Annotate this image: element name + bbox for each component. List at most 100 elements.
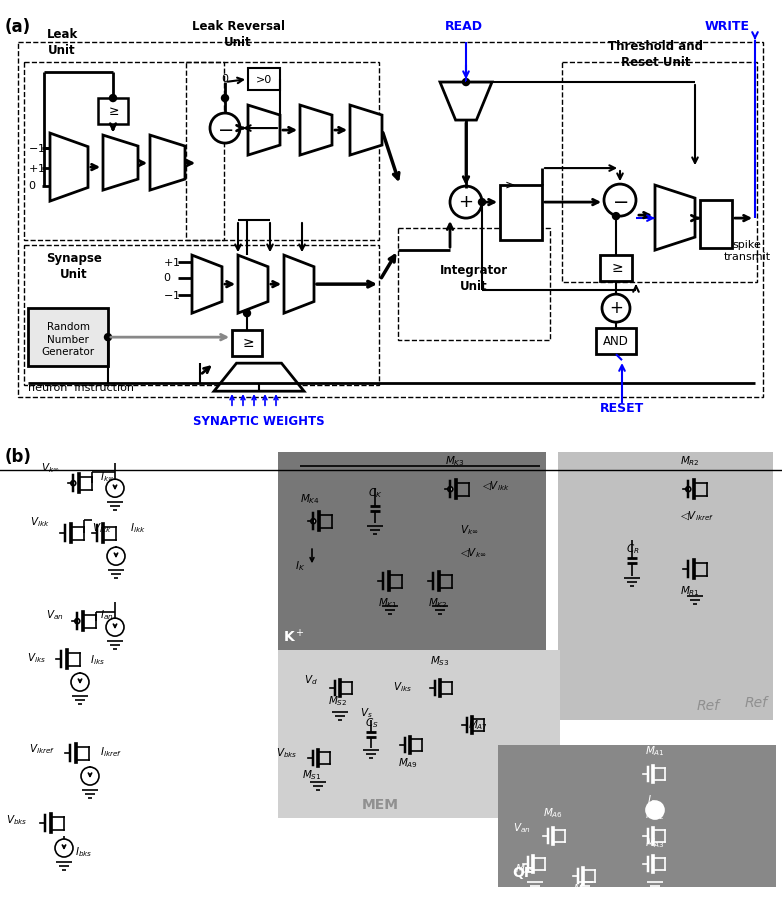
Text: $+$1: $+$1 — [28, 162, 45, 174]
Text: $I_{k\infty}$: $I_{k\infty}$ — [100, 470, 114, 484]
Polygon shape — [192, 255, 222, 313]
Text: $I_{lkref}$: $I_{lkref}$ — [100, 745, 122, 759]
Text: WRITE: WRITE — [705, 20, 750, 33]
Polygon shape — [350, 105, 382, 155]
Bar — [498, 745, 776, 887]
Text: spike
transmit: spike transmit — [723, 240, 770, 262]
Text: $V_{lks}$: $V_{lks}$ — [27, 652, 46, 665]
Bar — [232, 330, 262, 356]
Text: $M_{K2}$: $M_{K2}$ — [428, 596, 447, 610]
Text: >0: >0 — [256, 75, 272, 85]
Bar — [24, 245, 379, 385]
Text: $V_s$: $V_s$ — [360, 706, 373, 720]
Polygon shape — [440, 82, 492, 120]
Bar — [700, 200, 732, 248]
Circle shape — [109, 94, 117, 102]
Circle shape — [243, 310, 250, 317]
Circle shape — [71, 673, 89, 691]
Text: $M_{K4}$: $M_{K4}$ — [300, 492, 320, 506]
Text: $\triangleleft V_{lkref}$: $\triangleleft V_{lkref}$ — [680, 509, 714, 523]
Text: RESET: RESET — [600, 402, 644, 415]
Text: $I_{an}$: $I_{an}$ — [100, 608, 113, 622]
Bar — [398, 228, 550, 340]
Text: $V_{k\infty}$: $V_{k\infty}$ — [460, 523, 479, 537]
Text: (a): (a) — [5, 18, 31, 36]
Text: $I_{lks}$: $I_{lks}$ — [90, 653, 105, 667]
Text: $M_{A4}$: $M_{A4}$ — [573, 882, 593, 896]
Polygon shape — [284, 255, 314, 313]
Bar — [500, 185, 542, 240]
Text: Random
Number
Generator: Random Number Generator — [41, 322, 95, 357]
Text: +: + — [458, 194, 473, 212]
Text: $M_{A3}$: $M_{A3}$ — [645, 836, 665, 850]
Circle shape — [105, 334, 112, 341]
Text: QF: QF — [512, 866, 533, 880]
Circle shape — [450, 186, 482, 218]
Circle shape — [106, 618, 124, 636]
Text: K$^+$: K$^+$ — [283, 628, 305, 645]
Text: Leak
Unit: Leak Unit — [46, 28, 77, 57]
Bar — [562, 62, 757, 282]
Polygon shape — [103, 135, 138, 190]
Circle shape — [75, 618, 80, 624]
Text: $M_{S1}$: $M_{S1}$ — [302, 768, 321, 782]
Bar — [278, 650, 560, 818]
Text: $C_R$: $C_R$ — [626, 543, 640, 556]
Text: $V_{an}$: $V_{an}$ — [46, 608, 64, 622]
Circle shape — [646, 801, 664, 819]
Circle shape — [310, 518, 316, 524]
Bar — [98, 98, 128, 124]
Text: 0: 0 — [221, 74, 228, 84]
Text: SYNAPTIC WEIGHTS: SYNAPTIC WEIGHTS — [193, 415, 325, 428]
Circle shape — [55, 839, 73, 857]
Bar — [248, 68, 280, 90]
Circle shape — [602, 294, 630, 322]
Bar — [558, 452, 773, 720]
Bar — [596, 328, 636, 355]
Bar — [600, 255, 632, 281]
Text: +: + — [609, 299, 623, 317]
Text: $V_{bks}$: $V_{bks}$ — [277, 746, 298, 760]
Circle shape — [612, 212, 619, 220]
Text: $M_{A9}$: $M_{A9}$ — [398, 756, 418, 770]
Bar — [24, 62, 224, 240]
Text: $M_{K3}$: $M_{K3}$ — [445, 454, 465, 468]
Circle shape — [107, 547, 125, 565]
Text: $I_s$: $I_s$ — [647, 793, 655, 807]
Circle shape — [448, 487, 453, 491]
Text: Ref: Ref — [745, 696, 768, 710]
Text: $V_{k\infty}$: $V_{k\infty}$ — [41, 462, 60, 475]
Text: $\triangleleft V_{lkk}$: $\triangleleft V_{lkk}$ — [482, 480, 510, 493]
Text: 0: 0 — [163, 273, 170, 284]
Text: AND: AND — [603, 335, 629, 347]
Text: $M_{R1}$: $M_{R1}$ — [680, 584, 700, 598]
Text: $-$1: $-$1 — [28, 142, 45, 154]
Bar — [186, 62, 379, 240]
Text: >: > — [505, 178, 515, 191]
Polygon shape — [50, 133, 88, 201]
Text: 0: 0 — [28, 181, 35, 191]
Text: Integrator
Unit: Integrator Unit — [440, 264, 508, 292]
Text: $M_{K1}$: $M_{K1}$ — [378, 596, 398, 610]
Text: $V_{bks}$: $V_{bks}$ — [6, 813, 28, 827]
Bar — [28, 308, 108, 366]
Text: $V_d$: $V_d$ — [304, 673, 318, 687]
Text: $V_{an}$: $V_{an}$ — [513, 821, 531, 835]
Text: READ: READ — [445, 20, 483, 33]
Bar — [278, 452, 546, 650]
Text: $\geq$: $\geq$ — [608, 261, 623, 275]
Text: $+$1: $+$1 — [163, 256, 181, 268]
Text: Synapse
Unit: Synapse Unit — [46, 252, 102, 281]
Polygon shape — [248, 105, 280, 155]
Text: $-$1: $-$1 — [163, 289, 181, 302]
Circle shape — [81, 767, 99, 785]
Text: $V_{lks}$: $V_{lks}$ — [393, 680, 412, 694]
Bar — [18, 42, 763, 397]
Text: (b): (b) — [5, 448, 32, 466]
Text: $\geq$: $\geq$ — [106, 104, 120, 118]
Circle shape — [479, 199, 486, 205]
Polygon shape — [214, 364, 304, 392]
Polygon shape — [655, 185, 695, 250]
Text: Ref: Ref — [697, 699, 720, 713]
Text: $V_{lkref}$: $V_{lkref}$ — [29, 742, 55, 756]
